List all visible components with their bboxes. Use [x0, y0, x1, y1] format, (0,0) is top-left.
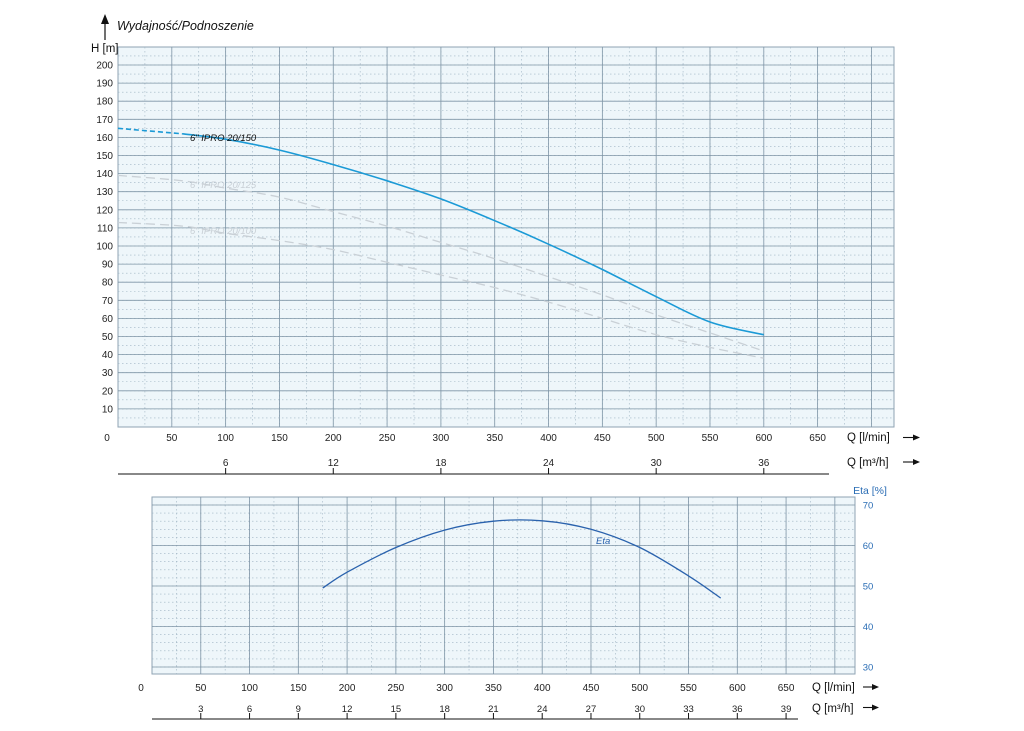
- bottom-x-tick-label: 350: [485, 683, 502, 694]
- bottom-x-tick-label: 250: [388, 683, 405, 694]
- bottom-x-tick-label: 400: [534, 683, 551, 694]
- x-tick-label: 550: [702, 433, 719, 444]
- curve-label: 6" IPRO 20/125: [190, 180, 257, 191]
- efficiency-grid: [151, 496, 856, 675]
- bottom-x-tick-label: 450: [583, 683, 600, 694]
- y-tick-label: 80: [102, 278, 114, 289]
- secondary-x-tick-label: 18: [435, 458, 447, 469]
- x-tick-label: 500: [648, 433, 665, 444]
- y-tick-label: 100: [96, 242, 113, 253]
- x-tick-label: 600: [755, 433, 772, 444]
- x-tick-label: 400: [540, 433, 557, 444]
- curve-ipro-20-100: [117, 221, 764, 359]
- eta-tick-label: 60: [863, 541, 874, 552]
- curve-label: 6" IPRO 20/100: [190, 226, 257, 237]
- head-grid: [117, 46, 895, 428]
- curve-eta: [322, 519, 722, 599]
- x-tick-label: 250: [379, 433, 396, 444]
- bottom-secondary-x-tick-label: 6: [247, 704, 252, 715]
- bottom-x-axis-label: Q [l/min]: [812, 682, 855, 694]
- y-tick-label: 130: [96, 187, 113, 198]
- bottom-secondary-x-tick-label: 21: [488, 704, 499, 715]
- bottom-secondary-x-tick-label: 3: [198, 704, 203, 715]
- y-axis-arrowhead: [101, 14, 109, 24]
- y-tick-label: 150: [96, 151, 113, 162]
- bottom-secondary-x-tick-label: 18: [439, 704, 450, 715]
- y-tick-label: 50: [102, 332, 114, 343]
- bottom-secondary-x-tick-label: 9: [296, 704, 301, 715]
- bottom-secondary-x-tick-label: 30: [634, 704, 645, 715]
- chart-title: Wydajność/Podnoszenie: [117, 19, 254, 33]
- y-tick-label: 180: [96, 97, 113, 108]
- eta-tick-label: 40: [863, 622, 874, 633]
- secondary-x-tick-label: 24: [543, 458, 555, 469]
- secondary-x-tick-label: 30: [651, 458, 663, 469]
- efficiency-plot-area: [151, 496, 856, 675]
- x-tick-label: 200: [325, 433, 342, 444]
- x-tick-label: 450: [594, 433, 611, 444]
- curve-ipro-20-150-dashed: [117, 127, 183, 135]
- eta-axis-label: Eta [%]: [853, 485, 887, 497]
- y-tick-label: 110: [97, 223, 113, 234]
- y-tick-label: 70: [102, 296, 114, 307]
- x-tick-label: 650: [809, 433, 826, 444]
- y-tick-label: 30: [102, 368, 114, 379]
- bottom-secondary-x-axis-label: Q [m³/h]: [812, 703, 854, 715]
- bottom-x-tick-label: 100: [241, 683, 258, 694]
- x-tick-label: 150: [271, 433, 288, 444]
- y-tick-label: 60: [102, 314, 114, 325]
- bottom-secondary-x-tick-label: 39: [781, 704, 792, 715]
- secondary-x-axis-arrowhead: [913, 459, 920, 465]
- x-tick-label: 0: [104, 433, 110, 444]
- y-tick-label: 120: [96, 205, 113, 216]
- y-tick-label: 200: [96, 61, 113, 72]
- bottom-x-tick-label: 500: [631, 683, 648, 694]
- y-tick-label: 10: [102, 404, 114, 415]
- secondary-x-tick-label: 36: [758, 458, 770, 469]
- bottom-x-tick-label: 600: [729, 683, 746, 694]
- bottom-x-tick-label: 50: [195, 683, 207, 694]
- bottom-secondary-x-tick-label: 27: [586, 704, 597, 715]
- secondary-x-tick-label: 6: [223, 458, 229, 469]
- curve-ipro-20-125: [117, 174, 765, 352]
- y-tick-label: 20: [102, 386, 114, 397]
- x-axis-label: Q [l/min]: [847, 432, 890, 444]
- bottom-x-tick-label: 300: [436, 683, 453, 694]
- bottom-x-tick-label: 150: [290, 683, 307, 694]
- bottom-secondary-x-tick-label: 24: [537, 704, 548, 715]
- y-tick-label: 190: [96, 79, 113, 90]
- bottom-x-tick-label: 200: [339, 683, 356, 694]
- bottom-x-tick-label: 650: [778, 683, 795, 694]
- bottom-secondary-x-axis-arrowhead: [872, 704, 879, 711]
- curve-label: 6" IPRO 20/150: [190, 133, 257, 144]
- x-tick-label: 300: [433, 433, 450, 444]
- bottom-secondary-x-tick-label: 15: [391, 704, 402, 715]
- x-tick-label: 350: [486, 433, 503, 444]
- eta-tick-label: 70: [863, 501, 874, 512]
- y-tick-label: 90: [102, 260, 114, 271]
- bottom-secondary-x-tick-label: 33: [683, 704, 694, 715]
- y-axis-label: H [m]: [91, 43, 118, 55]
- curve-ipro-20-150: [182, 133, 764, 336]
- y-tick-label: 170: [96, 115, 113, 126]
- bottom-x-tick-label: 0: [138, 683, 144, 694]
- eta-tick-label: 50: [863, 582, 874, 593]
- bottom-secondary-x-tick-label: 12: [342, 704, 353, 715]
- y-tick-label: 160: [96, 133, 113, 144]
- bottom-secondary-x-tick-label: 36: [732, 704, 743, 715]
- secondary-x-axis-label: Q [m³/h]: [847, 457, 889, 469]
- eta-tick-label: 30: [863, 663, 874, 674]
- y-tick-label: 140: [96, 169, 113, 180]
- bottom-x-tick-label: 550: [680, 683, 697, 694]
- x-axis-arrowhead: [913, 434, 920, 441]
- secondary-x-tick-label: 12: [328, 458, 340, 469]
- bottom-x-axis-arrowhead: [872, 684, 879, 690]
- eta-curve-label: Eta: [596, 536, 610, 547]
- y-tick-label: 40: [102, 350, 114, 361]
- x-tick-label: 50: [166, 433, 178, 444]
- x-tick-label: 100: [217, 433, 234, 444]
